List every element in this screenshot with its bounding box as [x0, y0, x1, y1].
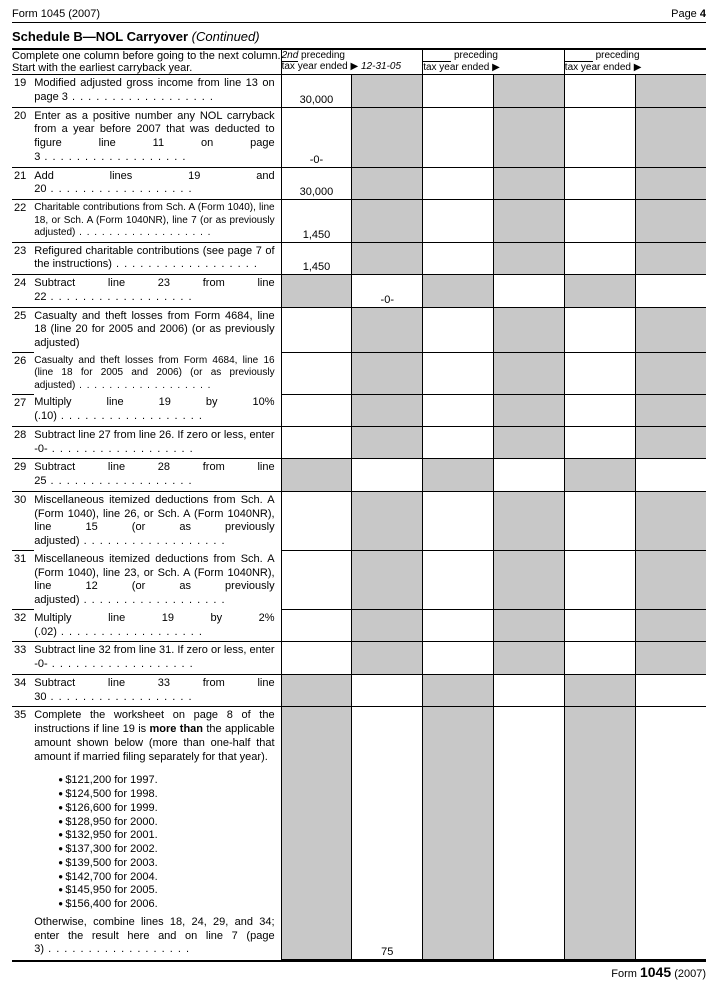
line-19: 19 Modified adjusted gross income from l…: [12, 75, 706, 108]
line-22-col1a: 1,450: [281, 200, 352, 243]
col1-header: 2nd preceding tax year ended ▶ 12-31-05: [281, 50, 423, 75]
line-35-desc: Complete the worksheet on page 8 of the …: [34, 709, 274, 764]
line-23-col1a: 1,450: [281, 242, 352, 275]
line-21-col1a: 30,000: [281, 167, 352, 200]
line-25: 25 Casualty and theft losses from Form 4…: [12, 307, 706, 353]
threshold-item: $128,950 for 2000.: [58, 816, 274, 830]
page-header: Form 1045 (2007) Page 4: [12, 8, 706, 23]
col3-header: preceding tax year ended ▶: [564, 50, 706, 75]
line-21: 21 Add lines 19 and 20 30,000: [12, 167, 706, 200]
page-number: Page 4: [671, 8, 706, 20]
line-35-col1b: 75: [352, 707, 423, 959]
line-31: 31 Miscellaneous itemized deductions fro…: [12, 551, 706, 610]
schedule-title: Schedule B—NOL Carryover (Continued): [12, 23, 706, 50]
line-24: 24 Subtract line 23 from line 22 -0-: [12, 275, 706, 308]
line-23: 23 Refigured charitable contributions (s…: [12, 242, 706, 275]
line-20: 20 Enter as a positive number any NOL ca…: [12, 107, 706, 167]
threshold-item: $139,500 for 2003.: [58, 857, 274, 871]
page-footer: Form 1045 (2007): [12, 960, 706, 980]
line-22: 22 Charitable contributions from Sch. A …: [12, 200, 706, 243]
instruction-text: Complete one column before going to the …: [12, 50, 281, 75]
line-32: 32 Multiply line 19 by 2% (.02): [12, 610, 706, 642]
column-header-row: Complete one column before going to the …: [12, 50, 706, 75]
line-24-col1b: -0-: [352, 275, 423, 308]
line-34: 34 Subtract line 33 from line 30: [12, 674, 706, 707]
threshold-item: $142,700 for 2004.: [58, 871, 274, 885]
line-35: 35 Complete the worksheet on page 8 of t…: [12, 707, 706, 959]
carryover-table: Complete one column before going to the …: [12, 50, 706, 960]
threshold-item: $145,950 for 2005.: [58, 884, 274, 898]
line-27: 27 Multiply line 19 by 10% (.10): [12, 394, 706, 426]
form-id: Form 1045 (2007): [12, 8, 100, 20]
threshold-item: $124,500 for 1998.: [58, 788, 274, 802]
line-30: 30 Miscellaneous itemized deductions fro…: [12, 491, 706, 551]
line-20-col1a: -0-: [281, 107, 352, 167]
threshold-item: $126,600 for 1999.: [58, 802, 274, 816]
col2-header: preceding tax year ended ▶: [423, 50, 565, 75]
threshold-item: $132,950 for 2001.: [58, 829, 274, 843]
line-29: 29 Subtract line 28 from line 25: [12, 459, 706, 492]
threshold-item: $121,200 for 1997.: [58, 774, 274, 788]
threshold-item: $156,400 for 2006.: [58, 898, 274, 912]
line-19-col1a: 30,000: [281, 75, 352, 108]
threshold-list: $121,200 for 1997.$124,500 for 1998.$126…: [34, 764, 274, 916]
line-28: 28 Subtract line 27 from line 26. If zer…: [12, 426, 706, 459]
line-26: 26 Casualty and theft losses from Form 4…: [12, 353, 706, 395]
line-33: 33 Subtract line 32 from line 31. If zer…: [12, 642, 706, 675]
threshold-item: $137,300 for 2002.: [58, 843, 274, 857]
